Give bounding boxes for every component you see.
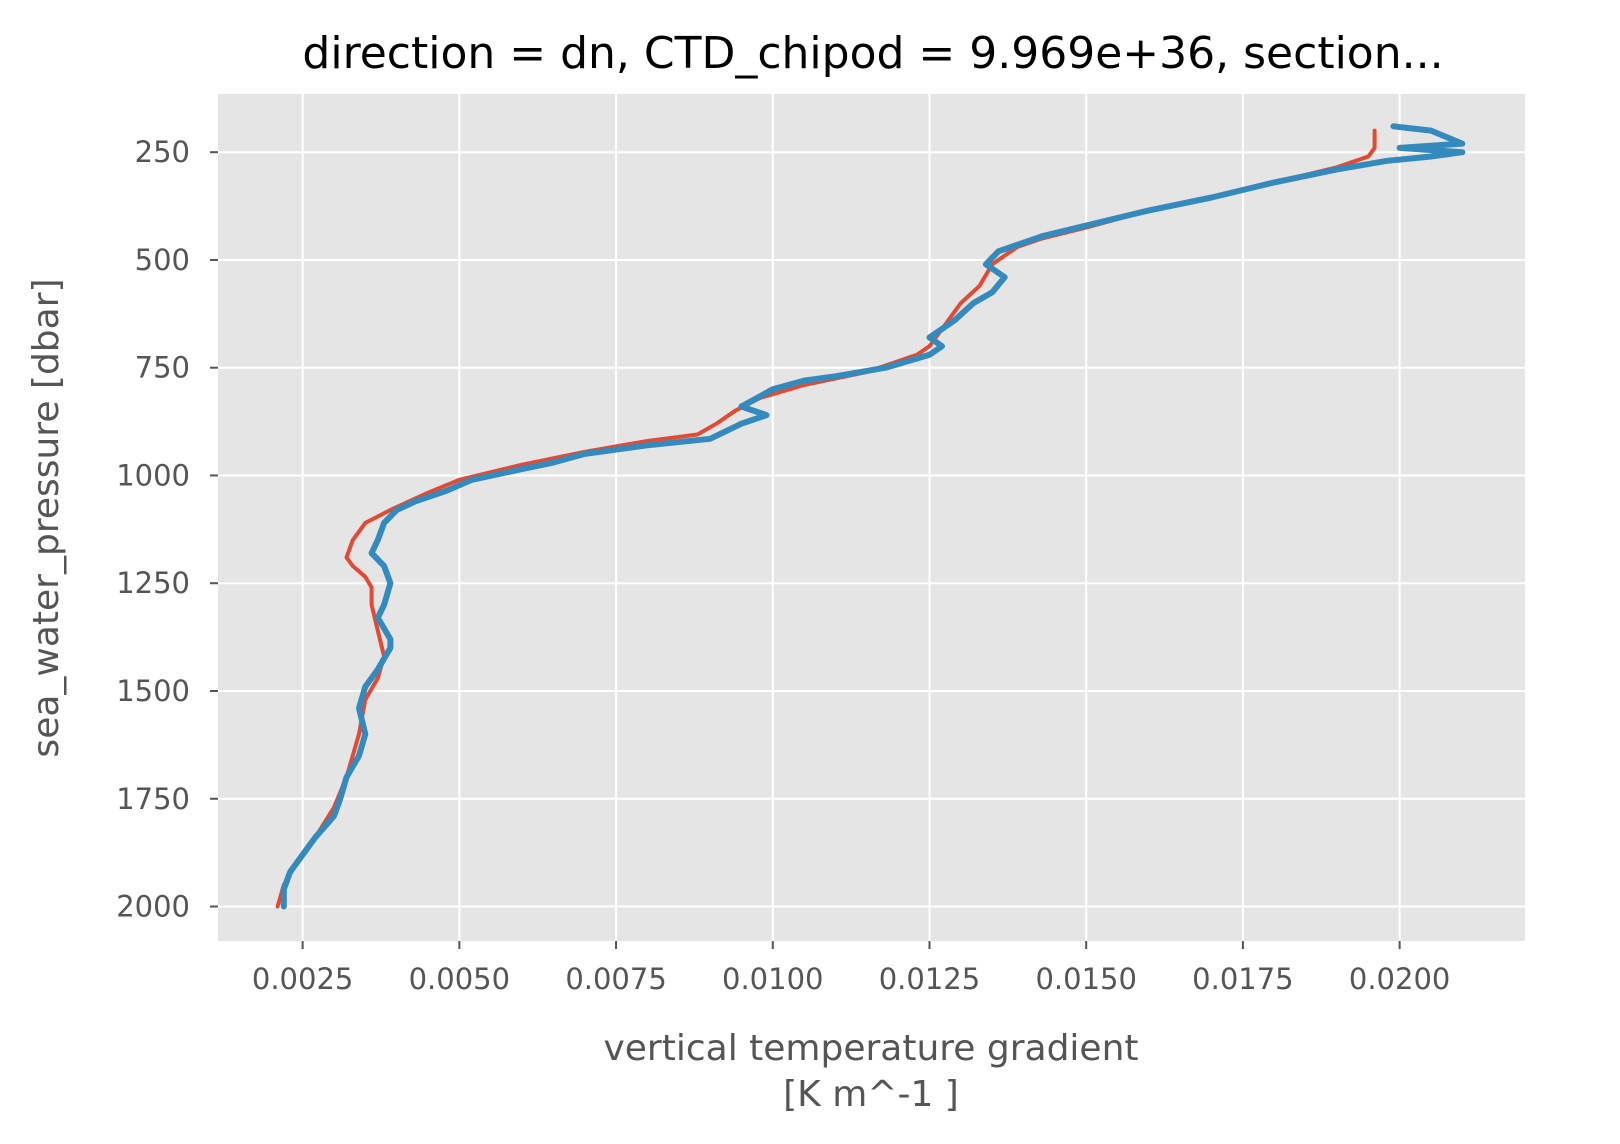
y-tick-label: 500 [135, 243, 190, 277]
x-tick-label: 0.0100 [722, 962, 823, 996]
series-group [275, 123, 1466, 910]
y-axis-label: sea_water_pressure [dbar] [26, 278, 67, 757]
x-tick-label: 0.0075 [565, 962, 666, 996]
grid [218, 94, 1525, 941]
plot-background [218, 94, 1525, 941]
y-tick-label: 2000 [116, 890, 190, 924]
y-tick-label: 1500 [116, 674, 190, 708]
series-line-2 [280, 123, 1466, 910]
x-tick-label: 0.0175 [1192, 962, 1293, 996]
x-tick-label: 0.0150 [1035, 962, 1136, 996]
x-axis-units: [K m^-1 ] [783, 1074, 959, 1115]
y-tick-label: 1000 [116, 458, 190, 492]
x-tick-label: 0.0050 [409, 962, 510, 996]
x-axis-label: vertical temperature gradient [603, 1028, 1138, 1069]
y-tick-label: 1250 [116, 566, 190, 600]
x-tick-label: 0.0125 [879, 962, 980, 996]
y-tick-label: 750 [135, 351, 190, 385]
x-tick-label: 0.0200 [1349, 962, 1450, 996]
y-tick-label: 1750 [116, 782, 190, 816]
x-tick-label: 0.0025 [252, 962, 353, 996]
y-tick-label: 250 [135, 135, 190, 169]
axis-ticks: 0.0025 0.0050 0.0075 0.0100 0.0125 0.0150 0.01… [116, 135, 1450, 996]
chart-title: direction = dn, CTD_chipod = 9.969e+36, … [302, 28, 1443, 79]
